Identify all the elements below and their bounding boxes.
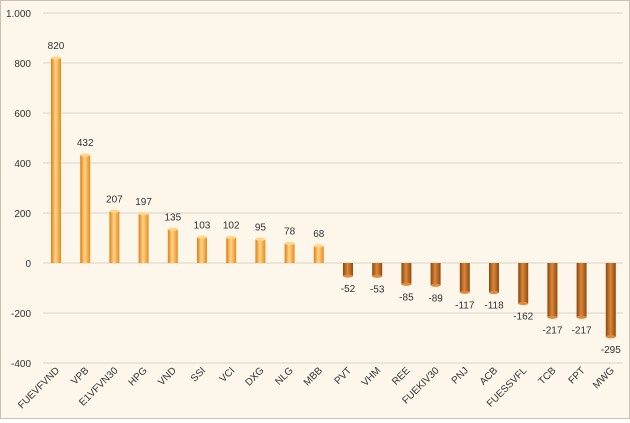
y-tick-label: 400 — [14, 159, 31, 170]
data-label: -118 — [484, 301, 504, 312]
bar-cap — [167, 227, 178, 231]
x-tick-label: TCB — [537, 365, 559, 387]
data-label: -53 — [370, 284, 385, 295]
bar-mwg — [605, 263, 616, 337]
bar-pvt — [343, 263, 353, 276]
bar-fpt — [576, 263, 587, 318]
x-tick-label: ACB — [478, 365, 501, 388]
x-tick-label: REE — [390, 365, 413, 388]
data-label: -89 — [428, 293, 443, 304]
bar-ssi — [197, 237, 207, 263]
bar-vpb — [80, 155, 91, 263]
bar-nlg — [284, 243, 295, 263]
x-tick-label: SSI — [189, 365, 208, 384]
data-label: -117 — [455, 300, 475, 311]
bar-cap — [547, 315, 558, 319]
y-tick-label: 600 — [14, 109, 31, 120]
bar-cap — [518, 301, 529, 306]
bar-pnj — [459, 263, 470, 293]
bar-fuessvfl — [518, 263, 529, 304]
data-label: 68 — [313, 229, 325, 240]
x-tick-label: VPB — [69, 365, 91, 387]
bar-cap — [489, 290, 499, 295]
x-tick-label: NLG — [273, 365, 295, 387]
bar-cap — [138, 212, 149, 216]
x-tick-label: PNJ — [450, 365, 471, 386]
data-label: 135 — [164, 212, 181, 223]
bar-cap — [255, 237, 266, 241]
bar-cap — [343, 274, 353, 278]
data-label: 102 — [223, 221, 240, 232]
y-tick-label: 1.000 — [6, 9, 31, 20]
data-label: -52 — [341, 284, 356, 295]
y-tick-label: 200 — [14, 209, 31, 220]
bar-acb — [489, 263, 499, 293]
data-label: -295 — [601, 345, 621, 356]
data-label: 432 — [77, 138, 94, 149]
data-label: 103 — [194, 220, 211, 231]
bar-cap — [372, 274, 383, 278]
bar-cap — [109, 209, 120, 213]
x-tick-label: MWG — [591, 365, 617, 391]
x-tick-label: PVT — [333, 365, 355, 387]
data-label: 207 — [106, 194, 123, 205]
x-tick-label: MBB — [302, 365, 325, 388]
bar-cap — [401, 282, 412, 286]
gridlines — [43, 12, 623, 364]
y-tick-label: -200 — [11, 309, 31, 320]
bar-vhm — [372, 263, 383, 277]
bar-mbb — [313, 246, 324, 263]
bar-cap — [80, 153, 91, 157]
x-tick-label: HPG — [127, 365, 150, 388]
data-label: -162 — [513, 312, 533, 323]
bar-cap — [284, 241, 295, 246]
data-label: -85 — [399, 292, 414, 303]
bar-vci — [226, 237, 237, 263]
x-tick-label: FUEVFVND — [16, 365, 62, 411]
y-tick-label: 800 — [14, 59, 31, 70]
y-tick-label: -400 — [11, 359, 31, 370]
bar-hpg — [138, 213, 149, 263]
bar-cap — [197, 235, 207, 239]
bar-cap — [313, 244, 324, 248]
bar-e1vfvn30 — [109, 211, 120, 263]
bar-cap — [226, 235, 237, 240]
bar-cap — [576, 315, 587, 319]
bar-fuevfvnd — [51, 58, 61, 263]
x-tick-label: VCI — [218, 365, 238, 385]
y-tick-label: 0 — [25, 259, 31, 270]
x-tick-label: FPT — [567, 365, 588, 386]
data-label: -217 — [542, 325, 562, 336]
bar-tcb — [547, 263, 558, 318]
bar-dxg — [255, 239, 266, 263]
bar-cap — [459, 290, 470, 294]
data-label: 197 — [135, 197, 152, 208]
bar-cap — [430, 283, 441, 287]
bar-fuekiv30 — [430, 263, 441, 286]
bar-ree — [401, 263, 412, 285]
x-tick-label: VHM — [360, 365, 384, 389]
bar-cap — [605, 335, 616, 339]
bar-cap — [51, 56, 61, 60]
data-label: 95 — [255, 222, 267, 233]
x-tick-label: VND — [156, 365, 179, 388]
bar-vnd — [167, 229, 178, 263]
y-axis-ticks: -400 -200 0 200 400 600 800 1.000 — [6, 9, 31, 370]
value-labels: 820 432 207 197 135 103 102 95 78 68 -52 -53 -85 -89 -… — [48, 41, 622, 356]
data-label: 78 — [284, 227, 296, 238]
bars — [51, 56, 616, 339]
data-label: 820 — [48, 41, 65, 52]
x-tick-label: DXG — [243, 365, 266, 388]
data-label: -217 — [572, 325, 592, 336]
